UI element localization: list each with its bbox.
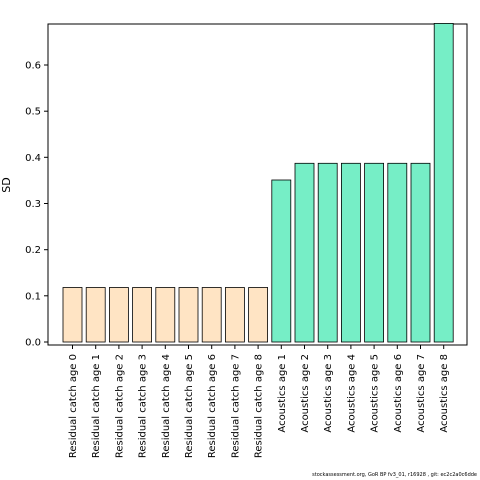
- bar-11: [317, 162, 338, 343]
- y-tick-label-2: 0.2: [25, 245, 41, 256]
- y-tick-label-5: 0.5: [25, 107, 41, 118]
- y-tick-label-3: 0.3: [25, 199, 41, 210]
- bar-7: [224, 287, 245, 343]
- x-tick-label-13: Acoustics age 5: [370, 354, 381, 433]
- x-tick-label-16: Acoustics age 8: [439, 354, 450, 433]
- footer-note: stockassessment.org, GoR BP fv3_01, r169…: [312, 472, 477, 478]
- bar-10: [294, 162, 315, 343]
- bar-15: [410, 162, 431, 343]
- x-axis-labels: Residual catch age 0 Residual catch age 1…: [68, 345, 450, 458]
- x-tick-label-2: Residual catch age 2: [114, 354, 125, 458]
- x-tick-label-1: Residual catch age 1: [91, 354, 102, 458]
- bar-2: [109, 287, 129, 343]
- y-tick-label-0: 0.0: [25, 338, 41, 349]
- y-axis: 0.0 0.1 0.2 0.3 0.4 0.5 0.6: [25, 61, 48, 349]
- bar-6: [201, 287, 222, 343]
- bar-9: [271, 179, 292, 343]
- y-tick-label-4: 0.4: [25, 153, 41, 164]
- x-tick-label-6: Residual catch age 6: [207, 354, 218, 458]
- bar-1: [85, 287, 106, 343]
- bar-16: [433, 22, 454, 343]
- x-tick-label-14: Acoustics age 6: [393, 354, 404, 433]
- x-tick-label-10: Acoustics age 2: [300, 354, 311, 433]
- x-tick-label-5: Residual catch age 5: [184, 354, 195, 458]
- x-tick-label-9: Acoustics age 1: [277, 354, 288, 433]
- x-tick-label-7: Residual catch age 7: [230, 354, 241, 458]
- x-tick-label-11: Acoustics age 3: [323, 354, 334, 433]
- bar-0: [62, 287, 83, 343]
- x-tick-label-8: Residual catch age 8: [254, 354, 265, 458]
- y-axis-label: SD: [0, 177, 13, 192]
- y-tick-label-6: 0.6: [25, 61, 41, 72]
- plot-frame: [47, 23, 468, 346]
- bar-14: [387, 162, 408, 343]
- y-tick-label-1: 0.1: [25, 291, 41, 302]
- x-tick-label-3: Residual catch age 3: [138, 354, 149, 458]
- bar-5: [178, 287, 199, 343]
- bar-13: [364, 162, 385, 343]
- bar-3: [132, 287, 153, 343]
- bar-4: [155, 287, 176, 343]
- x-tick-label-12: Acoustics age 4: [346, 354, 357, 433]
- x-tick-label-0: Residual catch age 0: [68, 354, 79, 458]
- bar-8: [248, 287, 269, 343]
- bar-12: [340, 162, 361, 343]
- x-tick-label-4: Residual catch age 4: [161, 354, 172, 458]
- x-tick-label-15: Acoustics age 7: [416, 354, 427, 433]
- bars-group: [62, 22, 454, 343]
